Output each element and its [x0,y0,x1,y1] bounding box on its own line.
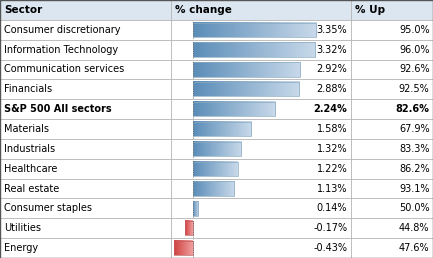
Text: 0.14%: 0.14% [317,203,347,213]
Bar [351,159,433,179]
Bar [171,0,351,20]
Bar [193,23,316,37]
Bar [171,40,351,60]
Text: 1.32%: 1.32% [317,144,347,154]
Text: -0.43%: -0.43% [313,243,347,253]
Bar [171,218,351,238]
Bar [171,238,351,258]
Bar [351,79,433,99]
Text: 2.24%: 2.24% [313,104,347,114]
Text: Sector: Sector [4,5,42,15]
Bar [171,99,351,119]
Text: Energy: Energy [4,243,39,253]
Bar [171,179,351,198]
Bar [351,139,433,159]
Bar [351,238,433,258]
Text: 82.6%: 82.6% [396,104,430,114]
Text: 1.22%: 1.22% [317,164,347,174]
Bar [351,60,433,79]
Text: 93.1%: 93.1% [399,183,430,194]
Bar [171,79,351,99]
Bar [193,142,241,156]
Bar [193,43,315,57]
Bar [0,79,171,99]
Bar [0,218,171,238]
Bar [0,99,171,119]
Bar [185,221,193,235]
Text: Consumer staples: Consumer staples [4,203,92,213]
Text: 2.92%: 2.92% [317,64,347,75]
Text: 47.6%: 47.6% [399,243,430,253]
Text: Materials: Materials [4,124,49,134]
Text: 92.5%: 92.5% [399,84,430,94]
Bar [0,0,171,20]
Bar [351,0,433,20]
Bar [351,179,433,198]
Bar [171,20,351,40]
Bar [193,201,198,215]
Bar [0,119,171,139]
Bar [0,238,171,258]
Bar [193,162,238,176]
Bar [351,198,433,218]
Text: Real estate: Real estate [4,183,60,194]
Text: Consumer discretionary: Consumer discretionary [4,25,121,35]
Text: Communication services: Communication services [4,64,125,75]
Text: 67.9%: 67.9% [399,124,430,134]
Text: 3.32%: 3.32% [317,45,347,55]
Bar [0,139,171,159]
Text: 83.3%: 83.3% [399,144,430,154]
Text: Industrials: Industrials [4,144,55,154]
Bar [351,119,433,139]
Bar [351,218,433,238]
Text: Information Technology: Information Technology [4,45,119,55]
Text: 92.6%: 92.6% [399,64,430,75]
Bar [351,20,433,40]
Text: 2.88%: 2.88% [317,84,347,94]
Bar [174,241,193,255]
Bar [0,60,171,79]
Bar [193,102,275,116]
Bar [193,181,234,196]
Bar [193,122,251,136]
Text: 86.2%: 86.2% [399,164,430,174]
Bar [351,40,433,60]
Bar [0,179,171,198]
Text: Financials: Financials [4,84,52,94]
Bar [0,20,171,40]
Bar [171,119,351,139]
Bar [193,62,300,77]
Bar [171,159,351,179]
Text: % change: % change [175,5,232,15]
Text: 3.35%: 3.35% [317,25,347,35]
Bar [193,82,299,96]
Text: Healthcare: Healthcare [4,164,58,174]
Text: Utilities: Utilities [4,223,41,233]
Bar [0,198,171,218]
Text: 50.0%: 50.0% [399,203,430,213]
Text: 44.8%: 44.8% [399,223,430,233]
Text: 1.58%: 1.58% [317,124,347,134]
Bar [0,159,171,179]
Bar [171,60,351,79]
Text: 1.13%: 1.13% [317,183,347,194]
Text: S&P 500 All sectors: S&P 500 All sectors [4,104,112,114]
Text: % Up: % Up [355,5,385,15]
Text: -0.17%: -0.17% [313,223,347,233]
Bar [171,139,351,159]
Bar [171,198,351,218]
Bar [351,99,433,119]
Text: 95.0%: 95.0% [399,25,430,35]
Bar [0,40,171,60]
Text: 96.0%: 96.0% [399,45,430,55]
